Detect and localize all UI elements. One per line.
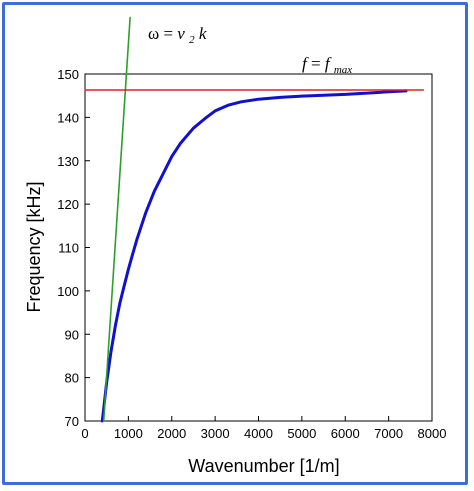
x-axis-title: Wavenumber [1/m] <box>188 456 339 476</box>
y-axis-title: Frequency [kHz] <box>24 181 44 312</box>
figure-frame <box>2 2 468 485</box>
x-axis: 0 1000 2000 3000 4000 5000 6000 7000 8000 <box>81 416 446 441</box>
omega-equals: = <box>163 24 177 43</box>
series-layer <box>84 16 425 423</box>
x-tick-label: 1000 <box>114 426 143 441</box>
fmax-annotation: f = f max <box>302 54 352 76</box>
omega-symbol: ω <box>148 24 159 43</box>
y-tick-label: 100 <box>57 284 79 299</box>
omega-annotation: ω = v 2 k <box>148 24 207 47</box>
omega-line <box>102 16 131 422</box>
fmax-equals: = <box>311 54 325 73</box>
y-tick-label: 130 <box>57 154 79 169</box>
x-tick-label: 5000 <box>287 426 316 441</box>
x-tick-label: 0 <box>81 426 88 441</box>
y-tick-label: 90 <box>65 327 79 342</box>
y-tick-label: 70 <box>65 414 79 429</box>
dispersion-curve-line <box>100 89 408 423</box>
y-tick-label: 140 <box>57 110 79 125</box>
x-tick-label: 3000 <box>201 426 230 441</box>
y-tick-label: 80 <box>65 371 79 386</box>
omega-v: v <box>177 24 185 43</box>
y-axis: 70 80 90 100 110 120 130 140 150 <box>57 67 90 429</box>
fmax-f: f <box>302 54 309 73</box>
x-tick-label: 4000 <box>244 426 273 441</box>
plot-area <box>84 73 433 422</box>
x-tick-label: 7000 <box>374 426 403 441</box>
fmax-f2: f <box>325 54 332 73</box>
x-tick-label: 2000 <box>157 426 186 441</box>
fmax-sub: max <box>334 64 352 76</box>
y-tick-label: 120 <box>57 197 79 212</box>
omega-k: k <box>199 24 207 43</box>
x-tick-label: 8000 <box>418 426 447 441</box>
x-tick-label: 6000 <box>331 426 360 441</box>
y-tick-label: 110 <box>58 241 79 256</box>
y-tick-label: 150 <box>57 67 79 82</box>
omega-sub: 2 <box>189 34 195 46</box>
